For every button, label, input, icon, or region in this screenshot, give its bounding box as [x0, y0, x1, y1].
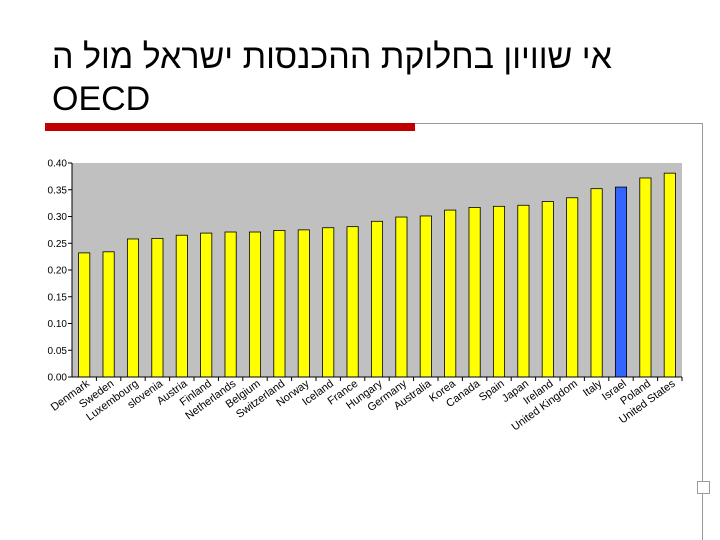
bar-united-kingdom — [566, 197, 579, 378]
bar-sweden — [102, 251, 115, 378]
frame-square-icon — [697, 481, 710, 494]
bar-switzerland — [273, 230, 286, 378]
y-tick-label: 0.30 — [48, 212, 68, 223]
right-frame-line — [702, 123, 703, 540]
bar-japan — [517, 204, 530, 378]
slide-title-line-2: OECD — [52, 80, 151, 118]
bar-luxembourg — [126, 238, 140, 378]
bar-austria — [175, 234, 188, 378]
bar-ireland — [541, 201, 554, 378]
bar-korea — [444, 209, 457, 378]
y-tick-label: 0.05 — [48, 346, 68, 357]
y-tick-label: 0.25 — [48, 239, 68, 250]
y-tick-label: 0.40 — [48, 159, 68, 170]
bar-united-states — [663, 172, 676, 378]
y-tick-label: 0.15 — [48, 292, 68, 303]
y-axis: 0.00 0.05 0.10 0.15 0.20 0.25 0.30 0.35 0.40 — [48, 159, 73, 384]
bar-iceland — [322, 227, 335, 378]
bar-poland — [639, 177, 652, 378]
bar-australia — [419, 215, 432, 378]
bar-denmark — [78, 252, 91, 378]
bar-slovenia — [151, 238, 164, 378]
bar-germany — [395, 216, 408, 378]
y-tick-label: 0.20 — [48, 266, 68, 277]
bar-israel — [614, 186, 628, 378]
bar-belgium — [248, 231, 262, 378]
bar-spain — [492, 205, 506, 378]
bar-italy — [590, 188, 603, 378]
bar-hungary — [370, 220, 384, 378]
y-tick-label: 0.10 — [48, 319, 68, 330]
bar-canada — [468, 207, 481, 378]
slide-title-line-1: אי שוויון בחלוקת ההכנסות ישראל מול ה — [52, 38, 612, 76]
bar-netherlands — [224, 231, 237, 378]
y-tick-label: 0.00 — [48, 373, 68, 384]
bars — [78, 172, 676, 378]
bar-norway — [297, 229, 310, 378]
bar-france — [346, 226, 359, 378]
y-tick-label: 0.35 — [48, 185, 68, 196]
title-accent-bar — [45, 123, 415, 131]
bar-finland — [200, 232, 213, 378]
slide-title: אי שוויון בחלוקת ההכנסות ישראל מול ה OEC… — [52, 36, 612, 120]
